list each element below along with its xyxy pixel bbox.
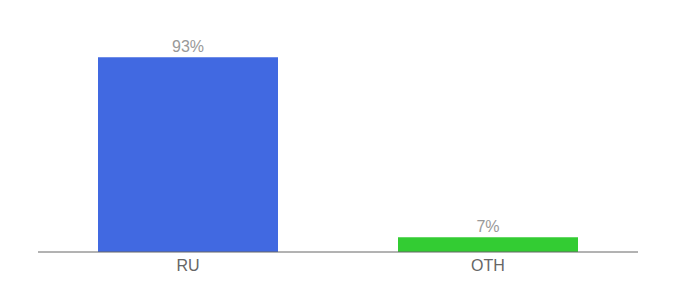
svg-text:OTH: OTH [471, 257, 505, 274]
svg-text:RU: RU [176, 257, 199, 274]
svg-text:93%: 93% [172, 38, 204, 55]
svg-text:7%: 7% [476, 218, 499, 235]
